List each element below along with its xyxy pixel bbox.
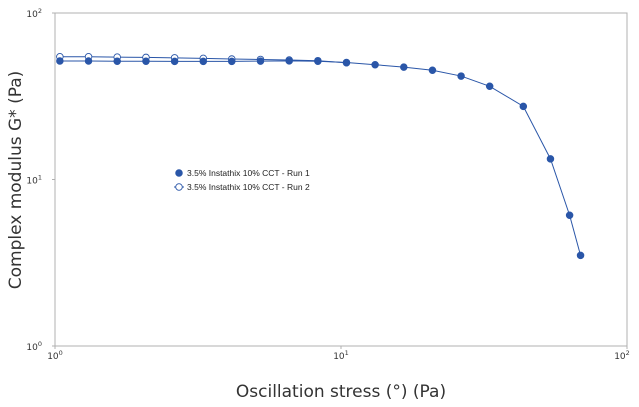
data-point-series-1 xyxy=(315,58,322,65)
data-point-series-1 xyxy=(547,156,554,163)
data-point-series-1 xyxy=(401,64,408,71)
data-point-series-1 xyxy=(577,252,584,259)
x-tick-label: 101 xyxy=(333,349,349,362)
data-point-series-1 xyxy=(372,61,379,68)
data-point-series-1 xyxy=(228,58,235,65)
x-axis-label: Oscillation stress (°) (Pa) xyxy=(236,382,446,402)
data-point-series-1 xyxy=(200,58,207,65)
legend-label: 3.5% Instathix 10% CCT - Run 2 xyxy=(187,182,310,192)
y-axis-label: Complex modulus G* (Pa) xyxy=(6,71,26,290)
data-point-series-1 xyxy=(143,58,150,65)
legend-label: 3.5% Instathix 10% CCT - Run 1 xyxy=(187,168,310,178)
x-tick-label: 100 xyxy=(47,349,63,362)
data-point-series-1 xyxy=(57,58,64,65)
data-point-series-1 xyxy=(171,58,178,65)
data-point-series-1 xyxy=(286,58,293,65)
data-point-series-1 xyxy=(520,103,527,110)
data-point-series-1 xyxy=(429,67,436,74)
data-point-series-1 xyxy=(85,58,92,65)
y-tick-label: 100 xyxy=(26,340,42,353)
legend-marker xyxy=(176,184,183,191)
data-point-series-1 xyxy=(257,58,264,65)
data-point-series-1 xyxy=(566,212,573,219)
y-tick-label: 102 xyxy=(26,7,42,20)
plot-frame xyxy=(55,13,627,346)
legend-marker xyxy=(176,170,183,177)
data-point-series-1 xyxy=(343,59,350,66)
data-point-series-1 xyxy=(114,58,121,65)
y-tick-label: 101 xyxy=(26,174,42,187)
data-point-series-1 xyxy=(486,83,493,90)
x-tick-label: 102 xyxy=(614,349,630,362)
data-point-series-1 xyxy=(458,73,465,80)
